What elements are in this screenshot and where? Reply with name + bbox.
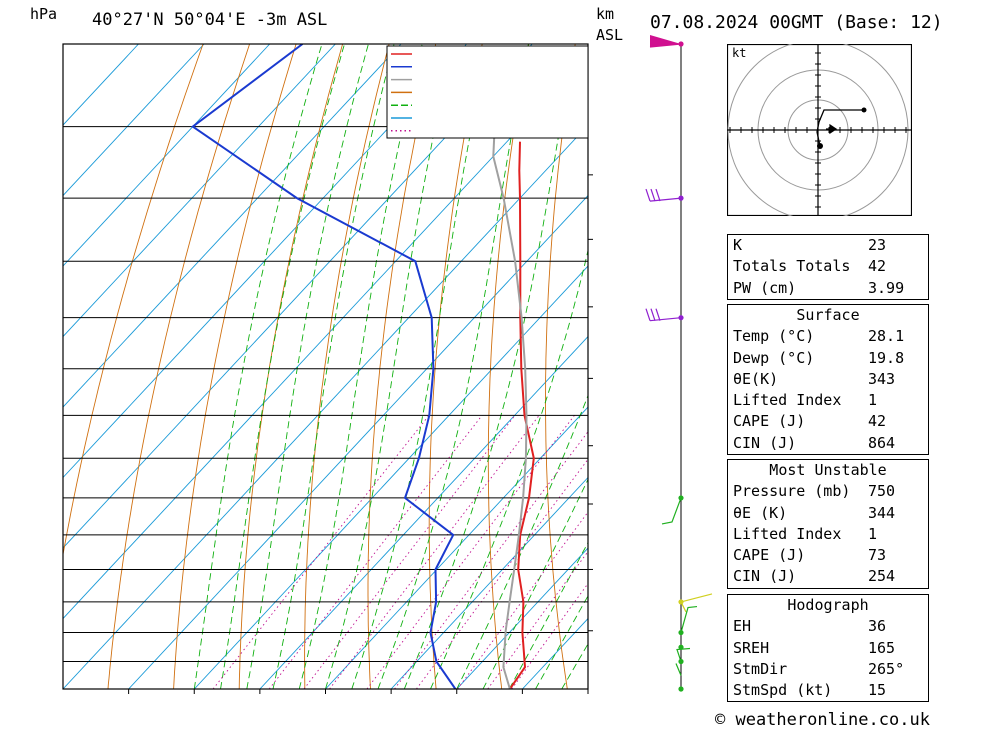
mixing-ratio-line [511,582,588,689]
wind-barb-feather [645,308,651,321]
date-title: 07.08.2024 00GMT (Base: 12) [650,12,943,33]
wind-barb [645,188,682,202]
hpa-label: hPa [30,5,58,23]
dry-adiabat-line [107,44,251,689]
most-unstable-title: Most Unstable [769,461,887,479]
wet-adiabat-line [377,44,529,689]
hodograph-endpoint [861,107,867,113]
hodograph: kt [727,44,912,216]
surface-table: Surface Temp (°C) 28.1 Dewp (°C) 19.8 θE(K… [727,304,929,456]
wind-barb-feather [655,188,661,202]
most-unstable-table: Most Unstable Pressure (mb) 750 θE (K) 344… [727,459,929,589]
most-unstable-row: CAPE (J) 73 [733,546,887,565]
wind-barb [661,497,682,525]
mixing-ratio-line [366,415,575,689]
wind-barb [680,605,698,633]
wet-adiabat-line [220,44,345,689]
isotherm-line [63,44,402,408]
surface-row: Dewp (°C) 19.8 [733,348,905,367]
isotherm-line [63,44,205,197]
dry-adiabat-line [947,44,1000,689]
dry-adiabat-line [173,44,297,689]
surface-row: θE(K) 343 [733,369,896,388]
wind-barb [645,308,682,322]
wet-adiabat-line [351,44,489,689]
mixing-ratio-line [303,415,516,689]
dry-adiabat-line [63,44,204,557]
isotherm-line [259,335,588,689]
index-row: K 23 [733,236,887,254]
indices-table-top: K 23 Totals Totals 42 PW (cm) 3.99 [727,234,929,300]
hodograph-table: Hodograph EH 36 SREH 165 StmDir 265° StmSpd… [727,594,929,703]
dry-adiabat-line [655,44,699,689]
surface-row: Lifted Index 1 [733,391,878,410]
most-unstable-row: θE (K) 344 [733,503,896,522]
isotherm-line [193,265,588,689]
wet-adiabat-line [482,478,588,689]
mixing-ratio-line [212,415,430,689]
most-unstable-row: Pressure (mb) 750 [733,482,896,501]
asl-label: ASL [596,26,624,44]
most-unstable-row: CIN (J) 254 [733,567,896,586]
temperature-profile [509,141,535,689]
isotherm-line [63,124,588,689]
hodograph-trace [816,109,864,147]
isotherm-line [63,53,588,620]
surface-row: Temp (°C) 28.1 [733,327,905,346]
isotherm-line [325,406,588,689]
hodograph-unit: kt [732,46,746,60]
isotherm-line [63,44,271,267]
hodograph-row: StmSpd (kt) 15 [733,681,887,700]
wind-barb-feather [645,188,651,202]
isotherm-line [456,547,588,689]
wind-level-dot [678,629,684,636]
wind-level-dot [678,195,684,201]
hodograph-row: SREH 165 [733,638,896,657]
dry-adiabat-line [994,44,1000,689]
dry-adiabat-line [238,44,344,689]
mixing-ratio-line [457,511,588,689]
surface-row: CAPE (J) 42 [733,412,887,431]
copyright[interactable]: © weatheronline.co.uk [715,710,930,730]
wet-adiabat-line [403,44,576,689]
isotherm-line [63,44,467,479]
km-label: km [596,5,615,23]
isotherm-line [63,44,336,338]
isotherm-line [63,44,533,549]
index-row: PW (cm) 3.99 [733,278,905,297]
legend [386,45,589,139]
wind-level-dot [678,686,684,692]
most-unstable-row: Lifted Index 1 [733,524,878,543]
wind-level-dot [678,658,684,665]
isotherm-line [128,194,588,689]
wind-barb-feather [650,308,656,321]
wind-barb-pennant [650,35,681,47]
dry-adiabat-line [601,44,633,689]
surface-row: CIN (J) 864 [733,433,896,452]
wind-barb [680,593,713,613]
isotherm-line [390,476,588,689]
dewpoint-profile [191,44,457,689]
wind-barb-feather [655,308,661,321]
hodograph-row: StmDir 265° [733,659,905,678]
mixing-ratio-line [268,415,483,689]
hodograph-surface-point [817,143,823,149]
index-row: Totals Totals 42 [733,257,887,276]
mixing-ratio-line [487,550,588,689]
isotherm-line [63,44,139,126]
location-title: 40°27'N 50°04'E -3m ASL [92,10,328,30]
hodograph-title: Hodograph [787,596,869,614]
wind-barb [675,647,691,676]
surface-title: Surface [796,306,860,324]
storm-motion-arrow [826,123,838,135]
hodograph-row: EH 36 [733,617,887,636]
wet-adiabat-line [430,248,588,689]
wind-barb-feather [650,188,656,202]
parcel-trajectory-profile [492,126,528,689]
plot-frame [62,43,589,690]
dry-adiabat-line [428,44,483,689]
